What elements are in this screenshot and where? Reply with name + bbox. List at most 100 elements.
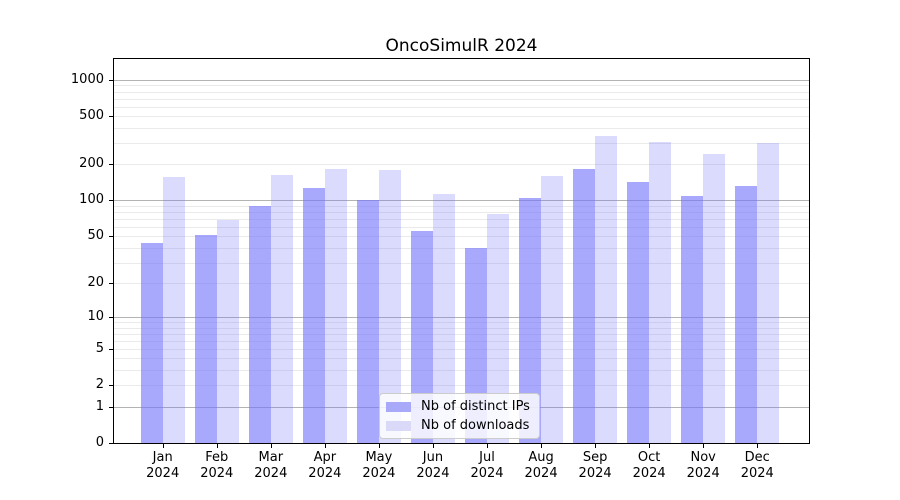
- bar-downloads-nov: [703, 154, 726, 443]
- gridline-minor: [114, 226, 809, 228]
- gridline-minor: [114, 236, 809, 238]
- y-tick-mark: [109, 348, 113, 350]
- y-tick-label-2: 2: [95, 377, 104, 393]
- gridline-minor: [114, 164, 809, 166]
- bar-downloads-dec: [757, 143, 780, 443]
- x-tick-mark: [757, 444, 759, 448]
- legend-label-distinct-ips: Nb of distinct IPs: [421, 399, 530, 414]
- x-tick-mark: [595, 444, 597, 448]
- x-tick-label-month: Mar: [258, 450, 284, 465]
- x-tick-label-month: Dec: [744, 450, 770, 465]
- bar-distinct-ips-nov: [681, 196, 704, 443]
- bar-downloads-sep: [595, 136, 618, 443]
- legend-swatch-distinct-ips: [386, 401, 411, 412]
- y-tick-mark: [109, 283, 113, 284]
- x-tick-mark: [162, 444, 164, 448]
- y-tick-label-200: 200: [79, 156, 104, 172]
- y-tick-label-500: 500: [79, 108, 104, 124]
- x-tick-label-month: Aug: [528, 450, 554, 465]
- legend-label-downloads: Nb of downloads: [421, 418, 530, 433]
- gridline-minor: [114, 370, 809, 372]
- x-tick-mark: [270, 444, 272, 448]
- y-tick-label-1: 1: [95, 398, 104, 414]
- y-tick-mark: [109, 316, 113, 318]
- bar-distinct-ips-feb: [194, 235, 217, 443]
- x-tick-label-jun: Jun 2024: [403, 450, 463, 482]
- x-tick-label-year: 2024: [578, 466, 612, 481]
- x-tick-label-mar: Mar 2024: [241, 450, 301, 482]
- x-tick-label-month: Jul: [479, 450, 495, 465]
- gridline-minor: [114, 143, 809, 145]
- x-tick-label-may: May 2024: [349, 450, 409, 482]
- chart-title: OncoSimulR 2024: [385, 36, 538, 56]
- gridline-minor: [114, 322, 809, 323]
- y-tick-label-5: 5: [95, 340, 104, 356]
- bar-downloads-oct: [649, 141, 672, 443]
- y-tick-mark: [109, 406, 113, 408]
- gridline-minor: [114, 358, 809, 360]
- gridline-major: [114, 79, 809, 81]
- bar-downloads-jun: [432, 193, 455, 443]
- gridline-minor: [114, 262, 809, 264]
- gridline-minor: [114, 116, 809, 118]
- bar-distinct-ips-sep: [573, 168, 596, 443]
- bar-distinct-ips-jan: [140, 242, 163, 443]
- x-tick-label-year: 2024: [740, 466, 774, 481]
- gridline-minor: [114, 106, 809, 108]
- x-tick-mark: [216, 444, 218, 448]
- bar-downloads-jan: [162, 176, 185, 443]
- legend: Nb of distinct IPs Nb of downloads: [379, 393, 540, 439]
- x-tick-label-year: 2024: [632, 466, 666, 481]
- gridline-minor: [114, 85, 809, 87]
- gridline-minor: [114, 385, 809, 387]
- gridline-minor: [114, 247, 809, 249]
- y-tick-label-1000: 1000: [70, 71, 104, 87]
- x-tick-label-year: 2024: [254, 466, 288, 481]
- legend-swatch-downloads: [386, 420, 411, 431]
- x-tick-label-month: Sep: [582, 450, 608, 465]
- x-tick-label-year: 2024: [308, 466, 342, 481]
- gridline-minor: [114, 212, 809, 214]
- bar-downloads-apr: [324, 168, 347, 443]
- y-tick-mark: [109, 79, 113, 81]
- y-tick-label-0: 0: [95, 435, 104, 450]
- x-tick-mark: [378, 444, 380, 448]
- y-tick-label-50: 50: [87, 228, 104, 244]
- x-tick-mark: [487, 444, 488, 448]
- gridline-minor: [114, 218, 809, 220]
- gridline-minor: [114, 340, 809, 342]
- x-tick-label-year: 2024: [362, 466, 396, 481]
- x-tick-label-month: Apr: [313, 450, 337, 465]
- x-tick-mark: [703, 444, 705, 448]
- x-tick-label-year: 2024: [686, 466, 720, 481]
- x-tick-label-oct: Oct 2024: [619, 450, 679, 482]
- bar-distinct-ips-oct: [627, 181, 650, 443]
- bar-distinct-ips-dec: [735, 185, 758, 443]
- y-tick-mark: [109, 164, 113, 166]
- gridline-minor: [114, 205, 809, 207]
- bar-downloads-mar: [270, 174, 293, 443]
- gridline-minor: [114, 283, 809, 284]
- gridline-minor: [114, 348, 809, 350]
- gridline-minor: [114, 98, 809, 100]
- x-tick-mark: [541, 444, 543, 448]
- x-tick-label-month: Feb: [205, 450, 229, 465]
- x-tick-label-jan: Jan 2024: [133, 450, 193, 482]
- x-tick-mark: [324, 444, 326, 448]
- legend-item-distinct-ips: Nb of distinct IPs: [386, 399, 530, 414]
- gridline-minor: [114, 333, 809, 335]
- x-tick-label-year: 2024: [470, 466, 504, 481]
- y-tick-mark: [109, 443, 113, 444]
- y-tick-mark: [109, 236, 113, 238]
- x-tick-mark: [649, 444, 651, 448]
- gridline-minor: [114, 128, 809, 130]
- y-tick-label-10: 10: [87, 308, 104, 324]
- gridline-minor: [114, 91, 809, 93]
- x-tick-label-month: Nov: [690, 450, 716, 465]
- bar-distinct-ips-may: [356, 200, 379, 443]
- x-tick-label-apr: Apr 2024: [295, 450, 355, 482]
- x-tick-label-month: Jun: [422, 450, 444, 465]
- bar-downloads-jul: [487, 214, 509, 443]
- y-tick-mark: [109, 116, 113, 118]
